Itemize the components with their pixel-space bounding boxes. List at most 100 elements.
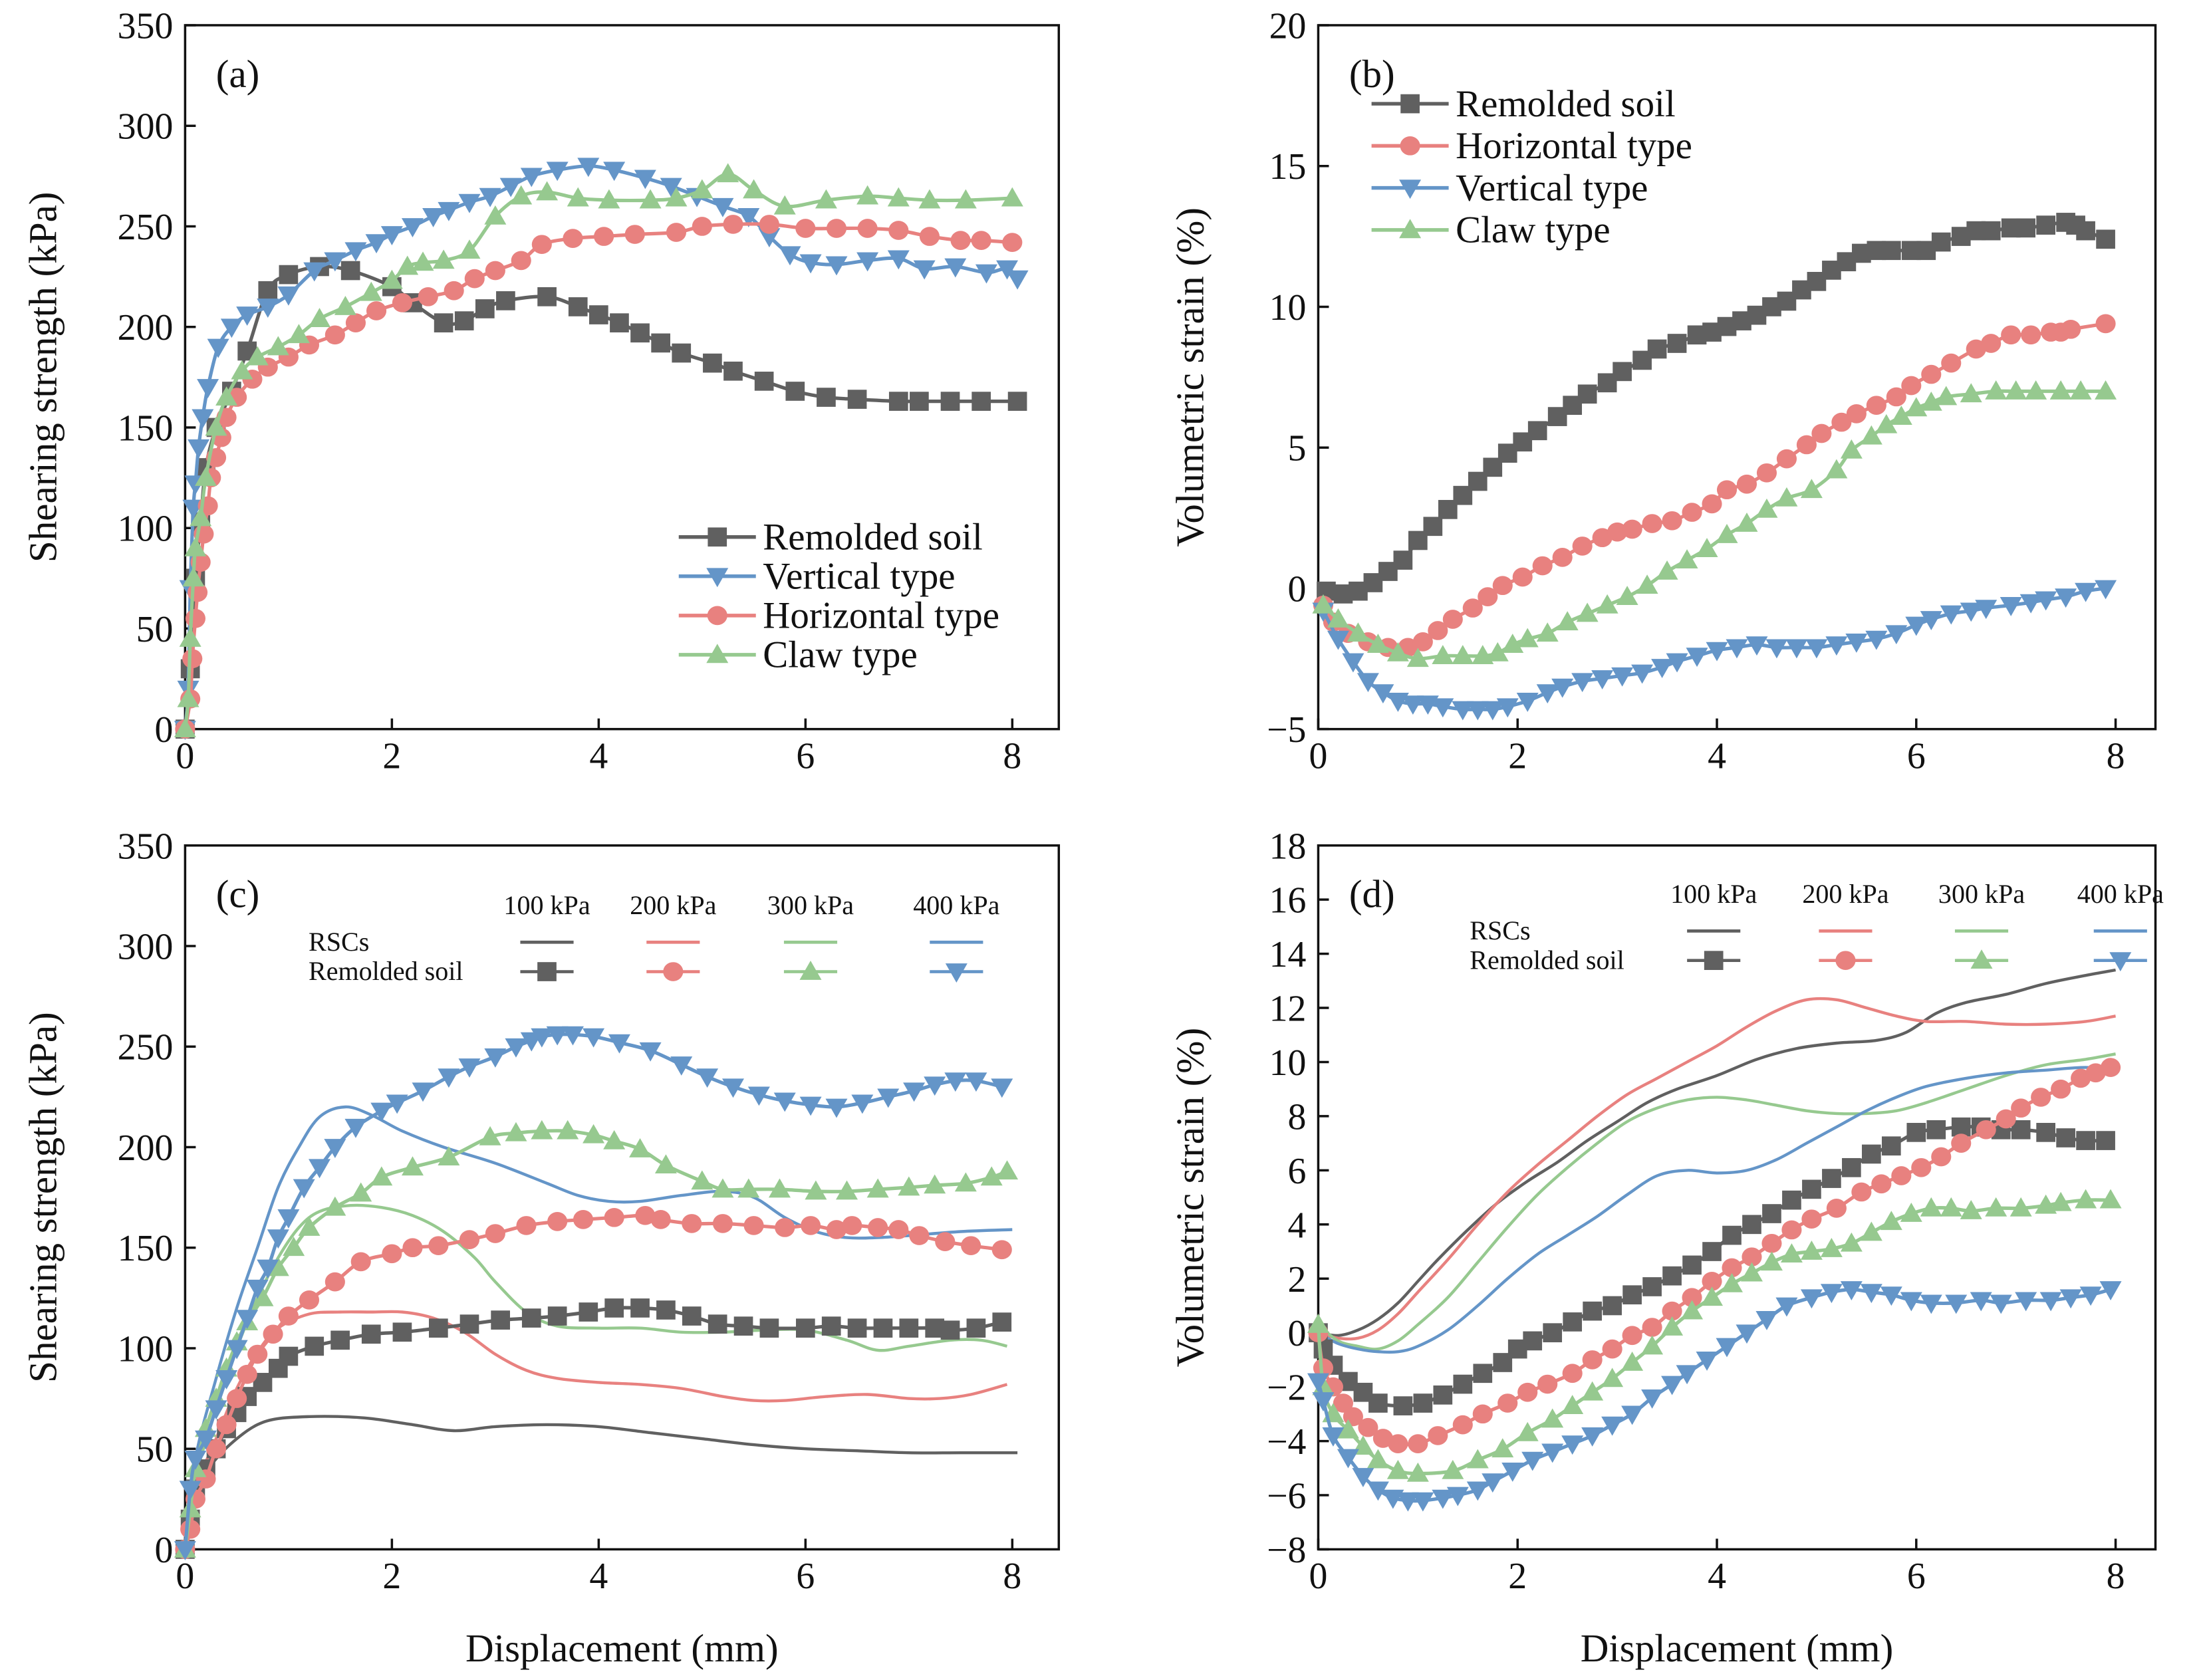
- legend-label: Horizontal type: [1456, 125, 1692, 167]
- series-line: [1316, 1125, 2106, 1408]
- legend-marker: [1399, 219, 1422, 239]
- data-point: [961, 1236, 981, 1256]
- data-point: [361, 1324, 381, 1344]
- data-point: [924, 1076, 946, 1096]
- y-tick-label: 300: [118, 927, 174, 968]
- data-point: [944, 258, 967, 278]
- x-tick-label: 2: [1508, 1556, 1527, 1597]
- data-point: [1785, 639, 1808, 659]
- data-point: [251, 1286, 274, 1306]
- series-rscs-400-kpa: [1317, 1066, 2116, 1354]
- y-tick-label: 15: [1269, 146, 1307, 187]
- y-tick-label: 200: [118, 307, 174, 348]
- legend-column-header: 400 kPa: [913, 890, 999, 920]
- data-point: [1960, 602, 1982, 622]
- data-point: [1322, 1427, 1345, 1447]
- data-point: [1393, 1396, 1413, 1415]
- data-point: [330, 1330, 350, 1350]
- data-point: [2096, 1131, 2115, 1150]
- data-point: [1842, 1157, 1861, 1177]
- y-tick-label: 50: [136, 1429, 174, 1471]
- data-point: [1603, 1296, 1622, 1316]
- data-point: [856, 252, 879, 272]
- series-line: [1318, 968, 2117, 1338]
- data-point: [182, 649, 203, 669]
- data-point: [485, 1224, 505, 1243]
- data-point: [1911, 1157, 1932, 1177]
- data-point: [1802, 1179, 1821, 1199]
- series-claw-type: [174, 163, 1023, 738]
- panel-label-b: (b): [1349, 52, 1395, 96]
- legend-label: Claw type: [1456, 209, 1610, 251]
- x-tick-label: 2: [382, 1556, 401, 1597]
- data-point: [639, 1042, 662, 1062]
- data-point: [1521, 1451, 1544, 1471]
- data-point: [1453, 1374, 1473, 1394]
- data-point: [1761, 1233, 1782, 1253]
- data-point: [1742, 1215, 1761, 1235]
- y-axis-label-d: Volumetric strain (%): [1168, 1028, 1212, 1368]
- legend-column-header: 300 kPa: [767, 890, 854, 920]
- plot-frame-a: [184, 24, 1061, 731]
- y-tick-label: −2: [1267, 1368, 1306, 1409]
- data-point: [1860, 1221, 1882, 1241]
- data-point: [1642, 1277, 1662, 1296]
- legend-entry: Remolded soil: [678, 517, 983, 558]
- data-point: [826, 219, 847, 238]
- data-point: [1676, 549, 1698, 568]
- series-remolded-soil-400-kpa: [1307, 1281, 2122, 1512]
- data-point: [815, 189, 837, 209]
- data-point: [1433, 1385, 1453, 1405]
- data-point: [1781, 1220, 1802, 1240]
- data-point: [1432, 1489, 1454, 1509]
- data-point: [1906, 1123, 1926, 1142]
- data-point: [1782, 1190, 1801, 1210]
- data-point: [2016, 218, 2036, 238]
- data-point: [1846, 404, 1867, 423]
- data-point: [1563, 1312, 1583, 1332]
- data-point: [1662, 1266, 1682, 1286]
- data-point: [293, 1179, 315, 1199]
- legend-label: Remolded soil: [763, 517, 983, 558]
- y-tick-label: 2: [1288, 1259, 1307, 1300]
- data-point: [1428, 1426, 1448, 1445]
- data-point: [1905, 616, 1928, 636]
- data-point: [1327, 630, 1349, 650]
- axis-ticks-a: 0 2 4 6 8 0 50 100 150 200 250 300 350: [118, 5, 1022, 777]
- data-point: [2101, 1058, 2121, 1077]
- data-point: [1800, 479, 1823, 499]
- data-point: [1706, 642, 1728, 661]
- data-point: [459, 1230, 480, 1249]
- data-point: [1552, 548, 1573, 567]
- data-point: [192, 409, 214, 429]
- data-point: [1613, 362, 1632, 382]
- data-point: [743, 1216, 764, 1235]
- y-tick-label: 50: [136, 609, 174, 650]
- data-point: [1366, 1481, 1389, 1501]
- data-point: [1388, 1434, 1408, 1453]
- data-point: [536, 181, 559, 201]
- data-point: [563, 229, 583, 248]
- data-point: [1532, 556, 1553, 576]
- data-point: [179, 628, 201, 647]
- data-point: [2000, 596, 2022, 616]
- y-tick-label: 300: [118, 106, 174, 148]
- data-point: [919, 227, 940, 246]
- legend-marker: [1399, 180, 1422, 199]
- data-point: [299, 1290, 320, 1310]
- data-point: [1432, 645, 1454, 664]
- data-point: [267, 1257, 289, 1276]
- data-point: [579, 1302, 598, 1322]
- data-point: [1851, 1182, 1872, 1202]
- data-point: [1682, 1255, 1702, 1275]
- data-point: [1880, 1211, 1902, 1231]
- data-point: [511, 251, 531, 271]
- data-point: [1631, 664, 1654, 684]
- data-point: [231, 360, 253, 380]
- data-point: [567, 187, 589, 207]
- data-point: [1337, 1449, 1359, 1469]
- y-axis-label-b: Volumetric strain (%): [1168, 207, 1212, 547]
- x-tick-label: 2: [382, 735, 401, 777]
